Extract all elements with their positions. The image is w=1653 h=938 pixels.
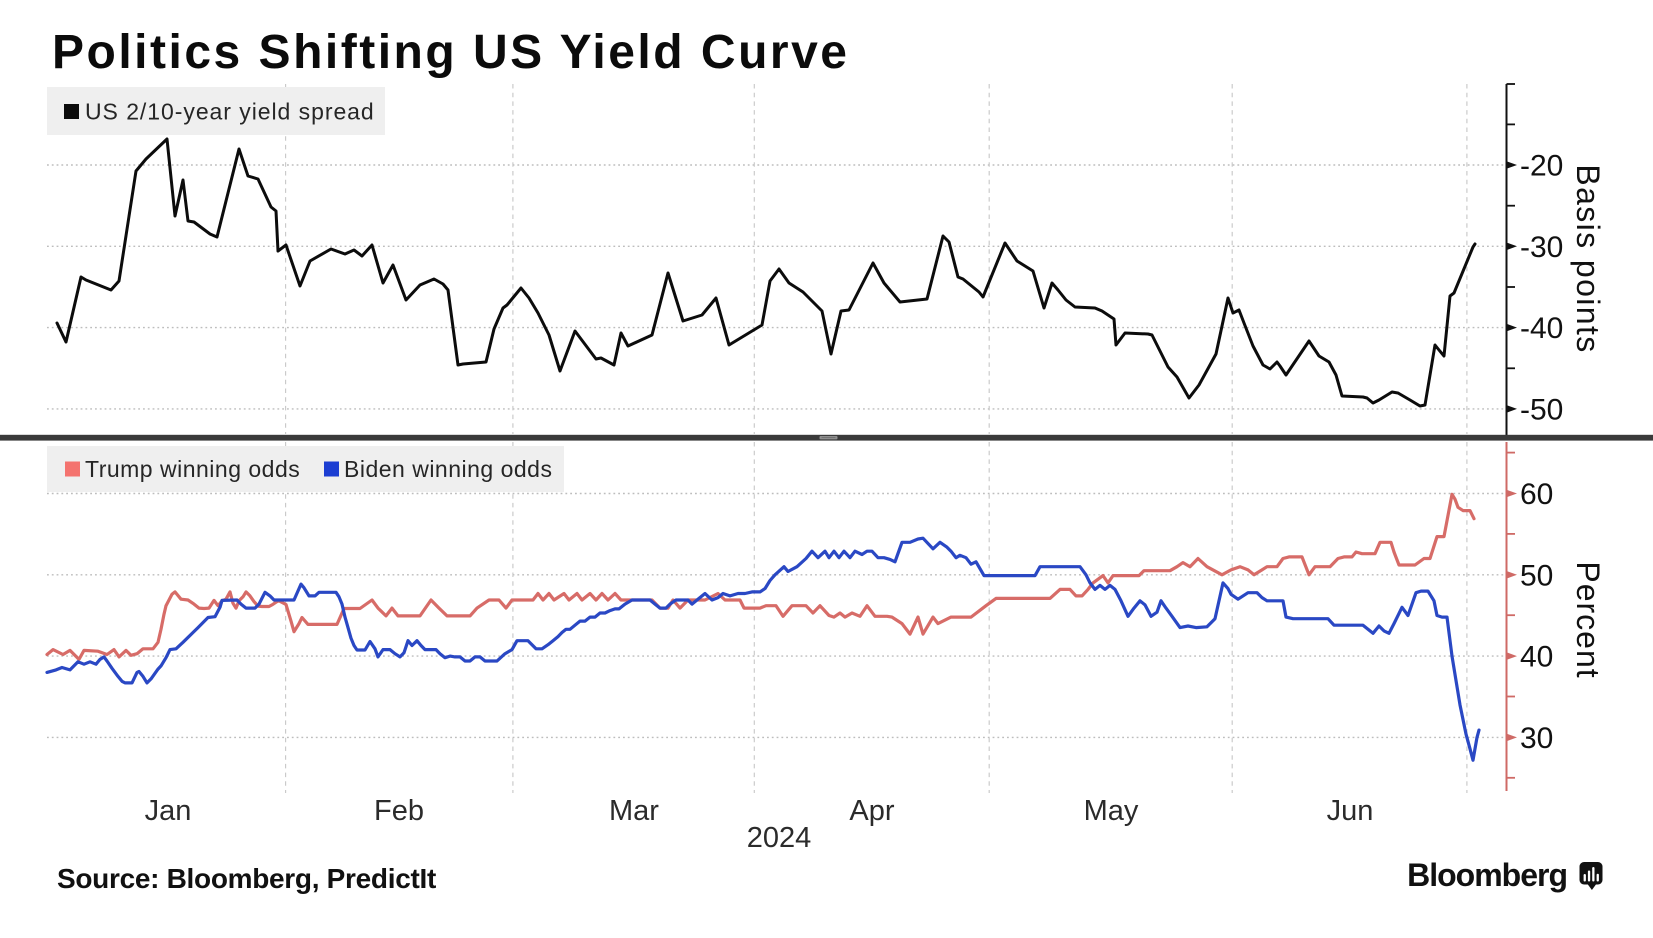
svg-text:-40: -40 (1520, 312, 1563, 345)
svg-text:-50: -50 (1520, 393, 1563, 426)
svg-text:-30: -30 (1520, 231, 1563, 264)
svg-text:Bloomberg: Bloomberg (1407, 857, 1567, 893)
svg-text:Trump winning odds: Trump winning odds (85, 456, 300, 482)
svg-text:Jan: Jan (145, 795, 192, 827)
svg-text:60: 60 (1520, 478, 1553, 511)
svg-text:50: 50 (1520, 559, 1553, 592)
svg-text:Basis points: Basis points (1570, 164, 1606, 353)
svg-text:2024: 2024 (747, 822, 812, 854)
svg-text:40: 40 (1520, 641, 1553, 674)
svg-text:Source: Bloomberg, PredictIt: Source: Bloomberg, PredictIt (57, 863, 436, 894)
svg-text:Biden winning odds: Biden winning odds (344, 456, 552, 482)
svg-text:Politics Shifting US Yield Cur: Politics Shifting US Yield Curve (52, 26, 849, 79)
svg-text:May: May (1084, 795, 1139, 827)
svg-text:US 2/10-year yield spread: US 2/10-year yield spread (85, 99, 375, 125)
svg-text:Feb: Feb (374, 795, 424, 827)
svg-text:-20: -20 (1520, 150, 1563, 183)
svg-text:Jun: Jun (1327, 795, 1374, 827)
svg-text:Apr: Apr (849, 795, 894, 827)
svg-text:30: 30 (1520, 722, 1553, 755)
svg-text:Percent: Percent (1570, 561, 1606, 678)
svg-text:Mar: Mar (609, 795, 659, 827)
